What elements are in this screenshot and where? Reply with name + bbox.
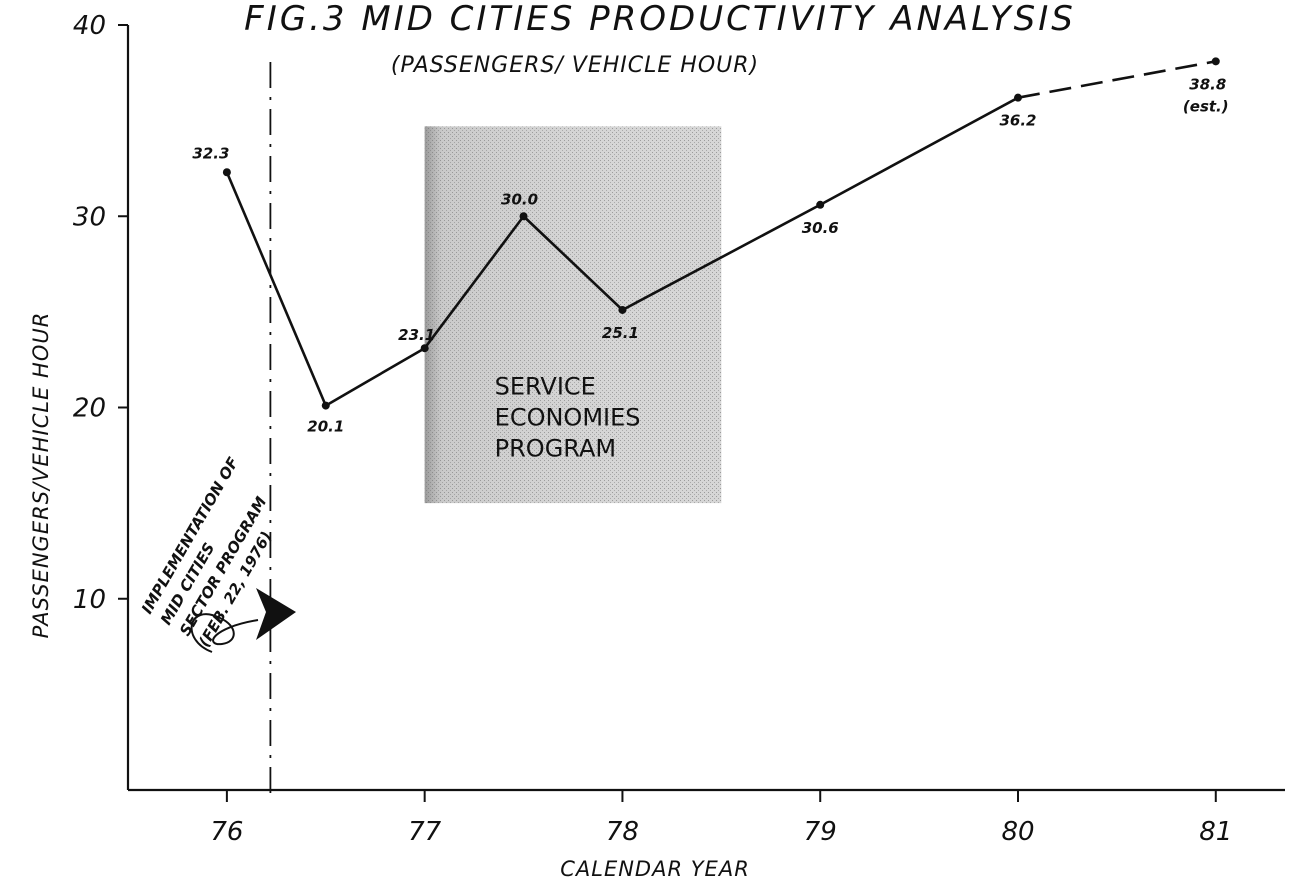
chart-subtitle: (PASSENGERS/ VEHICLE HOUR) <box>391 53 759 78</box>
implementation-arrow-head <box>256 588 296 640</box>
series-segment <box>423 215 525 349</box>
x-tick-label: 77 <box>408 817 442 847</box>
data-point <box>816 200 825 209</box>
y-tick-label: 40 <box>73 11 106 41</box>
series-segment-estimated <box>1017 60 1217 99</box>
y-tick-label: 30 <box>73 202 106 232</box>
shaded-region-label-line: PROGRAM <box>495 434 616 462</box>
x-tick-label: 79 <box>804 817 837 847</box>
x-tick-label: 81 <box>1199 817 1232 847</box>
data-label: 25.1 <box>602 324 639 342</box>
shaded-region-label-line: SERVICE <box>495 372 596 400</box>
data-point <box>1211 57 1220 66</box>
data-label: 20.1 <box>307 418 344 436</box>
data-label: 38.8 <box>1189 75 1226 93</box>
data-point <box>519 212 528 221</box>
estimate-note: (est.) <box>1183 97 1229 115</box>
data-label: 32.3 <box>192 144 229 162</box>
implementation-arrow-curve <box>190 613 259 653</box>
shaded-region-edge <box>424 126 722 504</box>
data-point <box>222 168 231 177</box>
data-point <box>618 305 627 314</box>
x-tick-label: 80 <box>1001 817 1034 847</box>
series-line: 32.3 20.1 23.1 30.0 25.1 30.6 36.2 38.8 (est.) <box>192 57 1229 436</box>
series-segment <box>819 96 1019 206</box>
data-label: 30.0 <box>501 190 538 208</box>
series-segment <box>621 203 821 312</box>
data-point <box>321 401 330 410</box>
shaded-region-label-line: ECONOMIES <box>495 403 641 431</box>
axes: 76 77 78 79 80 81 10 20 30 40 <box>73 11 1285 847</box>
y-axis-title: PASSENGERS/VEHICLE HOUR <box>29 312 53 639</box>
data-point <box>1014 93 1022 102</box>
data-label: 36.2 <box>999 112 1036 130</box>
chart-title: FIG.3 MID CITIES PRODUCTIVITY ANALYSIS <box>244 0 1076 39</box>
data-label: 23.1 <box>398 326 435 344</box>
y-tick-label: 10 <box>73 585 106 615</box>
data-point <box>420 344 429 353</box>
x-axis-title: CALENDAR YEAR <box>560 857 750 881</box>
series-segment <box>522 215 624 311</box>
series-segment <box>325 347 426 407</box>
y-tick-label: 20 <box>73 394 106 424</box>
x-tick-label: 78 <box>606 817 639 847</box>
series-segment <box>225 171 327 407</box>
x-tick-label: 76 <box>210 817 243 847</box>
service-economies-region: SERVICE ECONOMIES PROGRAM <box>424 126 722 504</box>
data-label: 30.6 <box>802 219 839 237</box>
